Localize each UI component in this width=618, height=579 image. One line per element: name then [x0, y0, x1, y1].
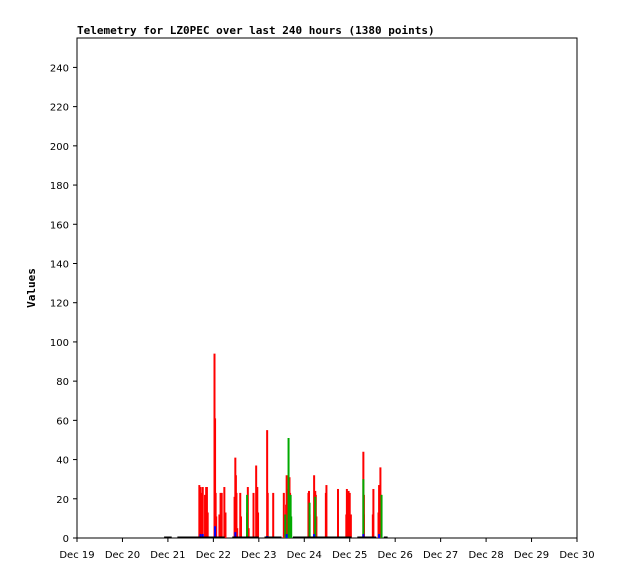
x-tick-label: Dec 28 [468, 550, 503, 561]
x-tick-label: Dec 22 [196, 550, 231, 561]
y-tick-label: 160 [50, 220, 69, 231]
y-tick-label: 100 [50, 338, 69, 349]
x-tick-label: Dec 29 [514, 550, 549, 561]
y-tick-label: 140 [50, 259, 69, 270]
x-tick-label: Dec 19 [59, 550, 94, 561]
series-bars [164, 353, 388, 539]
x-tick-label: Dec 23 [241, 550, 276, 561]
x-tick-label: Dec 21 [150, 550, 185, 561]
x-tick-label: Dec 25 [332, 550, 367, 561]
x-tick-label: Dec 26 [378, 550, 413, 561]
y-tick-label: 200 [50, 142, 69, 153]
x-tick-label: Dec 24 [287, 550, 322, 561]
y-tick-label: 80 [56, 377, 69, 388]
x-tick-label: Dec 20 [105, 550, 140, 561]
plot-area [76, 37, 578, 539]
y-axis: 0 20 40 60 80 100 120 140 160 180 200 220 240 [50, 63, 77, 545]
y-tick-label: 20 [56, 495, 69, 506]
y-tick-label: 180 [50, 181, 69, 192]
y-tick-label: 240 [50, 63, 69, 74]
y-tick-label: 0 [63, 534, 69, 545]
chart-title: Telemetry for LZ0PEC over last 240 hours… [77, 24, 435, 37]
x-axis: Dec 19 Dec 20 Dec 21 Dec 22 Dec 23 Dec 24 Dec … [59, 538, 595, 561]
x-tick-label: Dec 27 [423, 550, 458, 561]
x-tick-label: Dec 30 [559, 550, 594, 561]
y-tick-label: 40 [56, 456, 69, 467]
y-tick-label: 120 [50, 299, 69, 310]
y-axis-label: Values [25, 268, 38, 308]
y-tick-label: 220 [50, 103, 69, 114]
y-tick-label: 60 [56, 416, 69, 427]
